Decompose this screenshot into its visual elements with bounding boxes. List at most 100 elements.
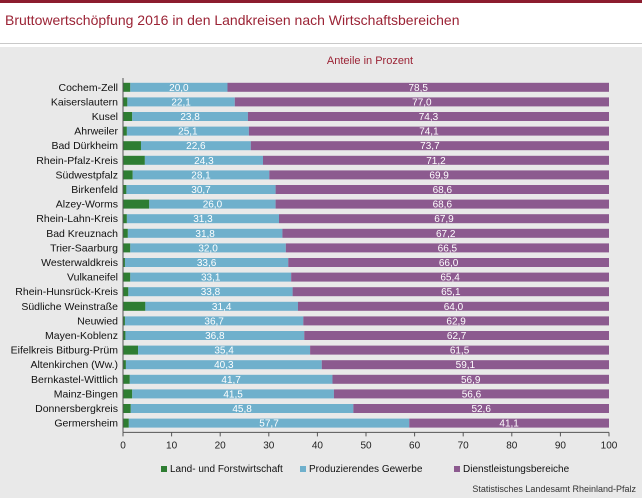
bar-segment-3 <box>297 301 609 311</box>
data-label: 59,1 <box>456 360 476 371</box>
bar-segment-2 <box>138 345 311 355</box>
category-label: Bad Kreuznach <box>46 228 118 240</box>
legend-label: Land- und Forstwirtschaft <box>170 464 283 475</box>
bar-segment-1 <box>123 345 139 355</box>
bar-segment-2 <box>140 141 251 151</box>
bar-segment-3 <box>303 316 609 326</box>
data-label: 26,0 <box>203 200 223 211</box>
data-label: 33,1 <box>201 273 221 284</box>
bar-segment-2 <box>129 374 333 384</box>
category-label: Alzey-Worms <box>56 199 118 211</box>
bar-segment-3 <box>269 170 609 180</box>
data-label: 68,6 <box>433 200 453 211</box>
category-label: Birkenfeld <box>71 184 118 196</box>
bar-segment-2 <box>128 418 410 428</box>
category-label: Westerwaldkreis <box>41 257 118 269</box>
bar-segment-2 <box>126 185 276 194</box>
top-accent-bar <box>0 0 642 3</box>
bar-segment-2 <box>132 389 334 399</box>
bar-segment-1 <box>123 97 128 107</box>
x-tick-label: 100 <box>601 440 618 451</box>
bar-segment-1 <box>123 272 131 282</box>
category-label: Rhein-Hunsrück-Kreis <box>15 286 118 298</box>
bar-segment-1 <box>123 287 129 297</box>
bar-segment-3 <box>292 287 609 297</box>
category-label: Mainz-Bingen <box>54 388 118 400</box>
category-label: Germersheim <box>54 418 118 430</box>
bar-segment-2 <box>127 228 283 238</box>
data-label: 65,1 <box>441 287 461 298</box>
x-tick-label: 10 <box>166 440 178 451</box>
bar-segment-2 <box>125 360 322 370</box>
bar-segment-3 <box>332 374 609 384</box>
category-label: Bernkastel-Wittlich <box>31 374 118 386</box>
data-label: 31,3 <box>193 214 213 225</box>
category-label: Altenkirchen (Ww.) <box>30 359 118 371</box>
bar-segment-1 <box>123 141 141 151</box>
bar-segment-3 <box>304 331 609 340</box>
legend-label: Dienstleistungsbereiche <box>463 464 570 475</box>
bar-segment-3 <box>234 97 609 107</box>
bar-segment-3 <box>248 126 609 136</box>
bar-segment-2 <box>124 316 304 326</box>
data-label: 68,6 <box>433 185 453 196</box>
data-label: 23,8 <box>180 112 200 123</box>
data-label: 24,3 <box>194 156 214 167</box>
category-label: Rhein-Lahn-Kreis <box>36 213 118 225</box>
x-tick-label: 70 <box>458 440 470 451</box>
category-label: Rhein-Pfalz-Kreis <box>36 155 118 167</box>
data-label: 77,0 <box>412 97 432 108</box>
data-label: 67,2 <box>436 229 456 240</box>
bar-segment-1 <box>123 112 133 121</box>
legend-swatch <box>300 466 306 472</box>
bar-segment-2 <box>127 97 235 107</box>
bar-segment-3 <box>279 214 609 224</box>
bar-segment-2 <box>124 258 289 267</box>
data-label: 56,9 <box>461 375 481 386</box>
data-label: 74,3 <box>419 112 439 123</box>
legend-label: Produzierendes Gewerbe <box>309 464 423 475</box>
data-label: 57,7 <box>259 419 279 430</box>
data-label: 71,2 <box>426 156 446 167</box>
data-label: 41,5 <box>223 389 243 400</box>
bar-segment-3 <box>409 418 609 428</box>
category-label: Ahrweiler <box>74 126 118 138</box>
bar-segment-2 <box>145 301 298 311</box>
data-label: 62,7 <box>447 331 467 342</box>
bar-segment-1 <box>123 258 125 267</box>
category-label: Vulkaneifel <box>67 272 118 284</box>
bar-segment-2 <box>128 287 293 297</box>
chart-subtitle: Anteile in Prozent <box>326 55 414 67</box>
data-label: 28,1 <box>191 170 211 181</box>
data-label: 20,0 <box>169 83 189 94</box>
data-label: 22,6 <box>186 141 206 152</box>
bar-segment-2 <box>130 243 286 253</box>
bar-segment-3 <box>247 112 610 121</box>
x-tick-label: 30 <box>263 440 275 451</box>
data-label: 31,4 <box>212 302 232 313</box>
data-label: 32,0 <box>198 243 218 254</box>
category-label: Donnersbergkreis <box>35 403 118 415</box>
bar-segment-3 <box>310 345 609 355</box>
bar-segment-2 <box>144 155 263 165</box>
data-label: 35,4 <box>214 346 234 357</box>
title-divider <box>0 43 642 44</box>
data-label: 30,7 <box>191 185 211 196</box>
page-title: Bruttowertschöpfung 2016 in den Landkrei… <box>5 12 460 28</box>
category-label: Neuwied <box>77 315 118 327</box>
bar-segment-3 <box>282 228 609 238</box>
x-tick-label: 90 <box>555 440 567 451</box>
bar-segment-1 <box>123 82 131 92</box>
bar-segment-1 <box>123 199 150 209</box>
bar-segment-3 <box>275 199 609 209</box>
bar-segment-1 <box>123 404 131 413</box>
data-label: 69,9 <box>429 170 449 181</box>
data-label: 61,5 <box>450 346 470 357</box>
bar-segment-1 <box>123 331 126 340</box>
bar-segment-1 <box>123 301 146 311</box>
bar-segment-1 <box>123 243 131 253</box>
x-tick-label: 50 <box>360 440 372 451</box>
bar-segment-3 <box>321 360 609 370</box>
x-tick-label: 40 <box>312 440 324 451</box>
